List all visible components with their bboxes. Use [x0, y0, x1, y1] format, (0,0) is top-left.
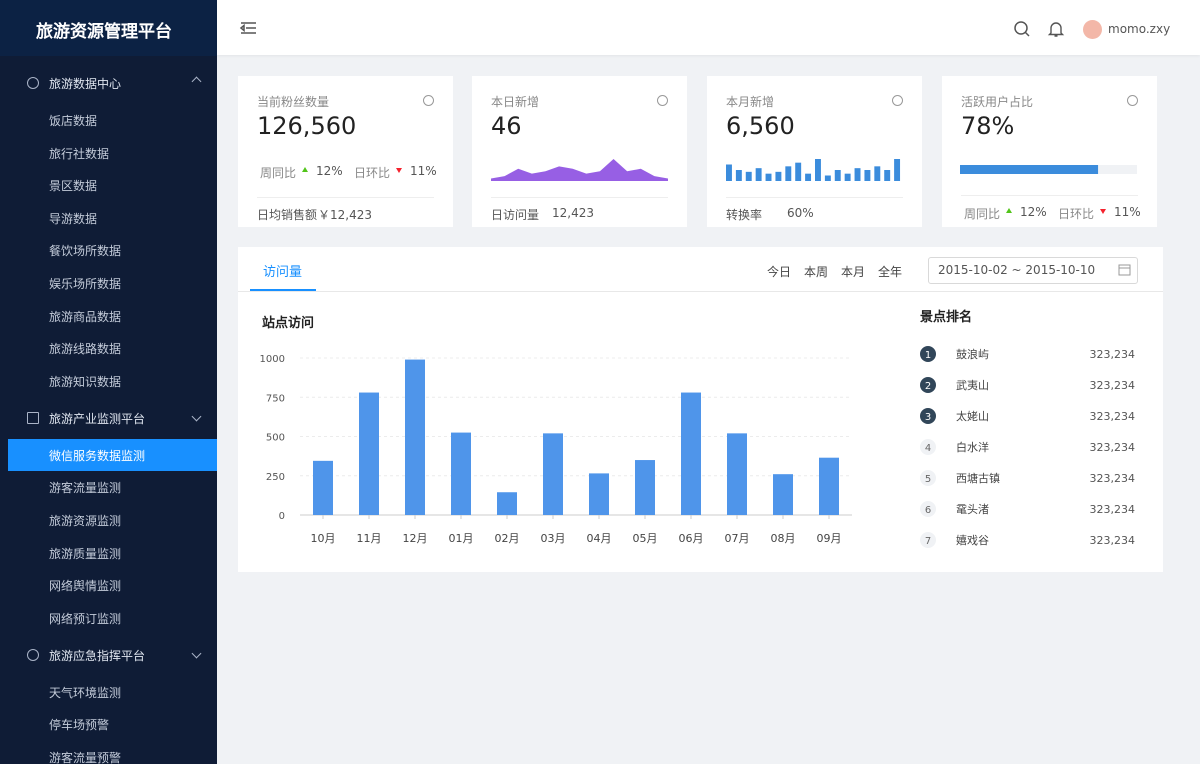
menu-item[interactable]: 旅游商品数据 — [49, 309, 122, 324]
menu-item[interactable]: 网络预订监测 — [49, 611, 122, 626]
calendar-icon — [1118, 264, 1131, 276]
range-button[interactable]: 今日 — [767, 265, 792, 279]
stat-value: 11% — [410, 164, 437, 178]
stat-label: 日环比 — [354, 166, 391, 180]
menu-item[interactable]: 停车场预警 — [49, 718, 110, 733]
card-divider — [961, 195, 1138, 196]
menu-group-icon — [27, 77, 39, 89]
stat-card — [472, 76, 687, 227]
footer-label: 日访问量 — [491, 208, 540, 222]
menu-item[interactable]: 旅行社数据 — [49, 146, 110, 161]
stat-label: 周同比 — [260, 166, 297, 180]
range-button[interactable]: 本周 — [804, 265, 829, 279]
card-divider — [491, 197, 668, 198]
card-divider — [726, 197, 903, 198]
menu-item[interactable]: 旅游质量监测 — [49, 546, 122, 561]
stat-value: 12% — [316, 164, 343, 178]
info-icon — [892, 95, 903, 106]
info-icon — [657, 95, 668, 106]
menu-item[interactable]: 饭店数据 — [49, 114, 98, 128]
stat-value: 11% — [1114, 205, 1141, 219]
range-button[interactable]: 全年 — [878, 265, 903, 279]
card-divider — [257, 197, 434, 198]
card-value: 126,560 — [257, 112, 357, 140]
card-title: 当前粉丝数量 — [257, 95, 330, 109]
card-title: 本日新增 — [491, 95, 540, 109]
menu-item[interactable]: 游客流量预警 — [49, 751, 122, 764]
user-name: momo.zxy — [1108, 22, 1171, 36]
menu-group[interactable]: 旅游应急指挥平台 — [49, 648, 146, 663]
card-title: 活跃用户占比 — [961, 95, 1034, 109]
arrow-up — [1006, 208, 1012, 213]
app-title: 旅游资源管理平台 — [36, 22, 172, 42]
stat-card — [942, 76, 1157, 227]
menu-item[interactable]: 旅游资源监测 — [49, 514, 122, 528]
menu-toggle[interactable] — [238, 19, 258, 37]
tab-divider — [238, 291, 1163, 292]
footer-label: 转换率 — [726, 208, 763, 222]
menu-group-icon — [27, 411, 39, 424]
ranking-title: 景点排名 — [920, 310, 973, 325]
sidebar — [0, 0, 217, 764]
avatar[interactable] — [1083, 20, 1102, 39]
stat-value: 12% — [1020, 205, 1047, 219]
card-title: 本月新增 — [726, 95, 775, 109]
card-value: 46 — [491, 112, 522, 140]
stat-label: 日环比 — [1058, 207, 1095, 221]
stat-label: 周同比 — [964, 207, 1001, 221]
top-bar — [217, 0, 1200, 55]
menu-group-icon — [27, 648, 39, 661]
date-picker[interactable] — [928, 257, 1138, 284]
menu-item[interactable]: 景区数据 — [49, 179, 98, 194]
visits-panel — [238, 247, 1163, 572]
footer-value: 60% — [787, 206, 814, 220]
stat-card — [238, 76, 453, 227]
info-icon — [1127, 95, 1138, 106]
stat-card — [707, 76, 922, 227]
info-icon — [423, 95, 434, 106]
tab-ink — [250, 289, 316, 291]
menu-item[interactable]: 餐饮场所数据 — [49, 244, 122, 259]
card-value: 6,560 — [726, 112, 795, 140]
arrow-down — [1100, 209, 1106, 214]
menu-item[interactable]: 网络舆情监测 — [49, 579, 122, 594]
menu-item[interactable]: 旅游知识数据 — [49, 374, 122, 389]
logo-bar — [0, 0, 217, 56]
chart-title: 站点访问 — [262, 316, 315, 331]
arrow-down — [396, 168, 402, 173]
menu-item[interactable]: 天气环境监测 — [49, 685, 122, 700]
menu-item[interactable]: 导游数据 — [49, 211, 98, 226]
footer-label: 日均销售额 — [257, 208, 318, 222]
menu-item[interactable]: 旅游线路数据 — [49, 342, 122, 357]
bell-icon[interactable] — [1047, 20, 1065, 38]
menu-group[interactable]: 旅游数据中心 — [49, 77, 122, 91]
date-range[interactable]: 2015-10-02 ~ 2015-10-10 — [938, 263, 1096, 277]
card-value: 78% — [961, 112, 1015, 140]
arrow-up — [302, 167, 308, 172]
menu-item[interactable]: 游客流量监测 — [49, 481, 122, 496]
menu-item-active-bg — [8, 438, 217, 471]
menu-item[interactable]: 微信服务数据监测 — [49, 448, 146, 463]
range-button[interactable]: 本月 — [841, 265, 866, 279]
tab[interactable]: 访问量 — [263, 265, 303, 280]
footer-value: 12,423 — [552, 206, 594, 220]
menu-group[interactable]: 旅游产业监测平台 — [49, 411, 146, 426]
search-icon[interactable] — [1013, 20, 1031, 38]
menu-item[interactable]: 娱乐场所数据 — [49, 277, 122, 291]
footer-value: ￥12,423 — [318, 208, 372, 222]
